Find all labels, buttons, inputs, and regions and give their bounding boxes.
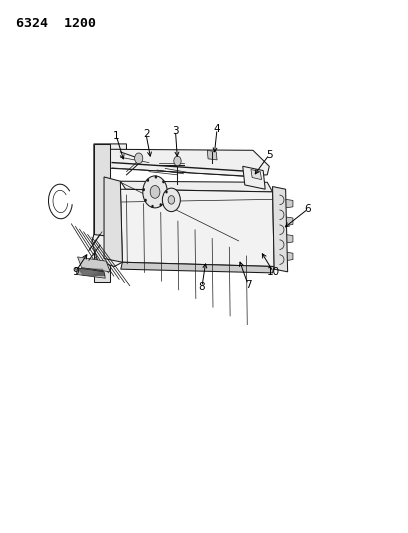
Polygon shape (207, 150, 217, 160)
Polygon shape (273, 187, 288, 272)
Polygon shape (286, 252, 293, 261)
Text: 3: 3 (172, 126, 179, 135)
Polygon shape (251, 169, 262, 180)
Circle shape (142, 188, 145, 191)
Text: 1: 1 (113, 131, 120, 141)
Circle shape (151, 205, 154, 208)
Polygon shape (121, 262, 274, 273)
Text: 2: 2 (143, 130, 149, 139)
Circle shape (165, 190, 168, 193)
Polygon shape (120, 189, 274, 266)
Polygon shape (92, 235, 124, 266)
Text: 6324  1200: 6324 1200 (16, 17, 96, 30)
Circle shape (162, 188, 180, 212)
Polygon shape (286, 217, 293, 225)
Polygon shape (94, 144, 110, 282)
Polygon shape (104, 177, 122, 262)
Text: 10: 10 (267, 267, 280, 277)
Text: 7: 7 (245, 280, 251, 289)
Text: 4: 4 (214, 124, 220, 134)
Polygon shape (94, 144, 126, 237)
Text: 8: 8 (199, 282, 205, 292)
Polygon shape (120, 181, 273, 192)
Polygon shape (78, 257, 110, 272)
Circle shape (147, 179, 149, 182)
Circle shape (144, 199, 147, 202)
Polygon shape (286, 199, 293, 208)
Circle shape (150, 185, 160, 198)
Circle shape (135, 153, 143, 164)
Circle shape (160, 203, 162, 206)
Text: 9: 9 (72, 267, 79, 277)
Polygon shape (286, 235, 293, 243)
Polygon shape (243, 166, 265, 189)
Text: 6: 6 (305, 204, 311, 214)
Circle shape (168, 196, 175, 204)
Text: 5: 5 (266, 150, 273, 159)
Circle shape (155, 175, 157, 179)
Circle shape (162, 180, 165, 183)
Polygon shape (104, 149, 269, 176)
Polygon shape (75, 268, 105, 278)
Circle shape (174, 156, 181, 166)
Circle shape (143, 176, 167, 208)
